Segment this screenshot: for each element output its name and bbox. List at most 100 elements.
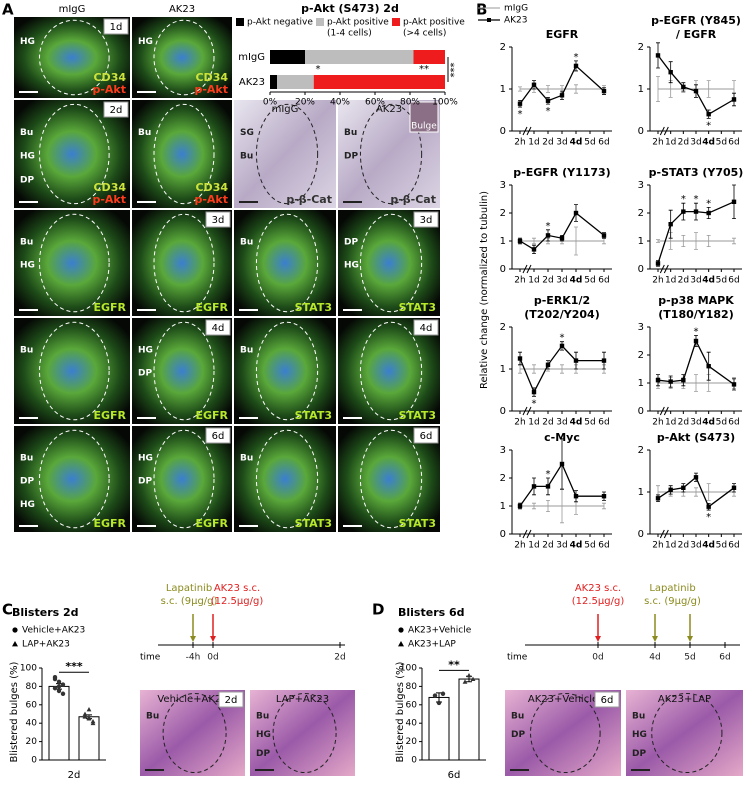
region-label: Bu (344, 128, 357, 138)
micrograph (234, 100, 336, 208)
x-tick-label: 4d (702, 541, 715, 551)
x-tick-label: 5d (584, 276, 595, 286)
chart-title: p-Akt (S473) (657, 431, 735, 444)
x-tick-label: 20% (295, 98, 315, 108)
time-chip (413, 427, 439, 444)
region-label: HG (256, 730, 271, 740)
x-tick-label: 2d (542, 541, 553, 551)
series-line (519, 462, 604, 507)
series-line (519, 64, 605, 105)
region-label: DP (138, 369, 152, 379)
y-axis-label: Relative change (normalized to tubulin) (479, 191, 490, 389)
time-chip (413, 211, 439, 228)
x-tick-label: 3d (690, 276, 701, 286)
event-arrowhead (652, 636, 658, 642)
region-label: HG (20, 152, 35, 162)
error-bar (706, 80, 711, 98)
region-label: Bu (511, 711, 524, 721)
x-tick-label: 5d (716, 418, 727, 428)
time-chip-label: 3d (212, 215, 225, 226)
follicle-outline (359, 103, 423, 205)
x-tick-label: 2d (542, 138, 553, 148)
stain-label: EGFR (93, 409, 126, 422)
y-tick-label: 0 (500, 406, 506, 417)
significance: ** (419, 64, 429, 75)
region-label: Bu (240, 345, 253, 355)
x-tick-label: 3d (690, 138, 701, 148)
error-bar (732, 237, 736, 245)
event-label: (12.5μg/g) (211, 596, 264, 607)
x-tick-label: 0% (263, 98, 278, 108)
data-point (462, 679, 468, 684)
axis-break (526, 264, 532, 274)
y-tick-label: 2 (500, 208, 506, 219)
error-bar (694, 487, 698, 497)
micrograph (234, 426, 336, 532)
x-tick-label: 2h (514, 276, 525, 286)
y-tick-label: 3 (500, 445, 506, 456)
event-arrowhead (687, 636, 693, 642)
time-chip (413, 319, 439, 336)
x-tick-label: 80% (400, 98, 420, 108)
follicle-outline (651, 692, 723, 774)
y-tick-label: 0 (638, 264, 644, 275)
data-point (668, 222, 673, 227)
y-tick-label: 0 (500, 264, 506, 275)
follicle-outline (359, 321, 423, 421)
time-chip-label: 6d (212, 431, 225, 442)
data-point (517, 503, 523, 509)
y-tick-label: 3 (500, 180, 506, 191)
event-label: s.c. (9μg/g) (161, 596, 218, 607)
y-tick-label: 80 (26, 682, 38, 692)
series-line (657, 201, 735, 264)
micrograph (338, 426, 440, 532)
time-chip-label: 4d (212, 323, 225, 334)
follicle-outline (272, 692, 337, 774)
column-header: AK23 (169, 4, 195, 15)
x-tick-label: 3d (690, 541, 701, 551)
y-tick-label: 0 (500, 529, 506, 540)
y-tick-label: 60 (406, 700, 418, 710)
region-label: HG (20, 500, 35, 510)
image-header: LAP+AK23 (276, 694, 329, 705)
error-bar (532, 502, 536, 510)
follicle-outline (153, 103, 215, 205)
y-tick-label: 1 (500, 84, 506, 95)
data-point (655, 378, 661, 383)
x-tick-label: 2h (652, 138, 663, 148)
bar (48, 685, 70, 761)
y-tick-label: 1 (500, 364, 506, 375)
stain-label: p-β-Cat (390, 193, 436, 206)
y-tick-label: 1 (638, 84, 644, 95)
axis-break (659, 406, 665, 416)
time-chip (594, 691, 620, 708)
data-point (573, 63, 579, 69)
data-point (82, 714, 88, 719)
significance: * (560, 333, 565, 344)
axis-break (522, 529, 528, 539)
stain-label: CD34 (93, 181, 126, 194)
micrograph (132, 318, 232, 424)
region-label: DP (511, 730, 525, 740)
y-tick-label: 2 (500, 322, 506, 333)
y-tick-label: 0 (500, 126, 506, 137)
data-point (545, 362, 551, 367)
stain-label: CD34 (195, 181, 228, 194)
data-point (693, 209, 699, 214)
region-label: Bu (138, 128, 151, 138)
data-point (706, 364, 711, 369)
region-label: Bu (20, 453, 33, 463)
x-tick-label: 4d (570, 541, 583, 551)
stain-label: CD34 (93, 71, 126, 84)
region-label: DP (20, 175, 34, 185)
series-line (519, 344, 604, 394)
region-label: HG (632, 730, 647, 740)
inset-label: Bulge (411, 122, 437, 132)
micrograph (338, 210, 440, 316)
region-label: Bu (632, 711, 645, 721)
y-tick-label: 3 (638, 322, 644, 333)
error-bar (706, 235, 711, 247)
data-point (731, 485, 737, 490)
time-chip-label: 1d (110, 22, 123, 33)
x-tick-label: 2h (514, 541, 525, 551)
